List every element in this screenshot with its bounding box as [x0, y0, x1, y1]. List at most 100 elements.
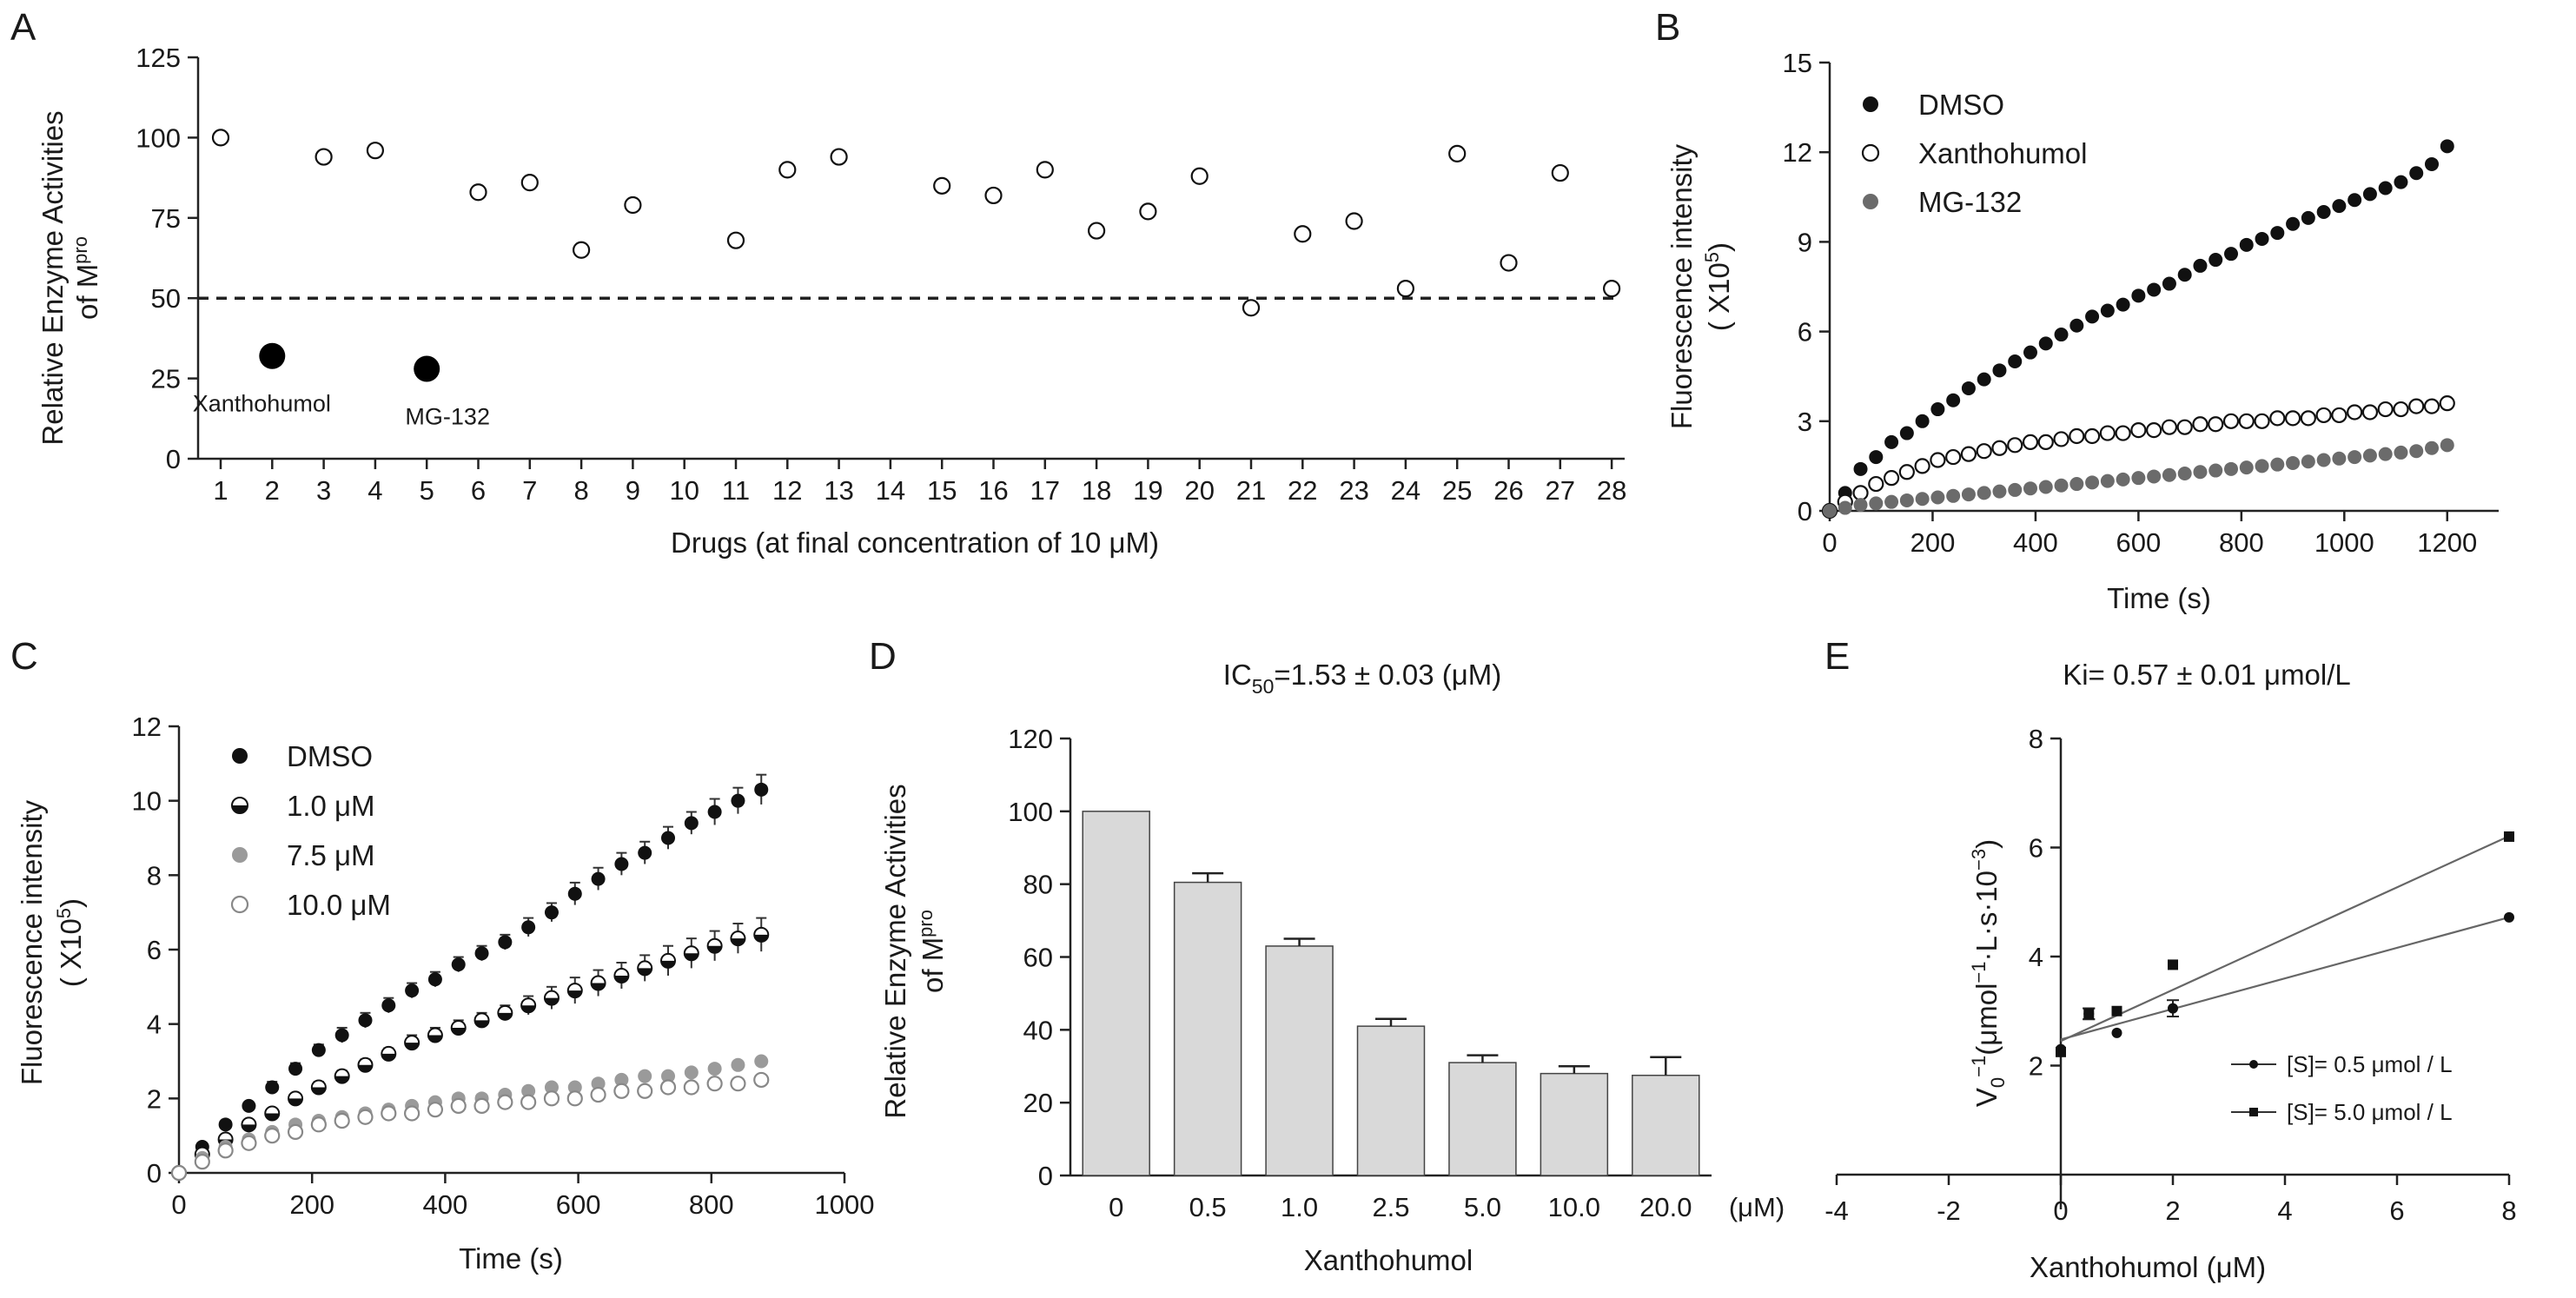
panel-e-ylabel-text: V0−1(μmol−1·L·s·10−3): [1968, 839, 2009, 1107]
panel-b-point: [2162, 467, 2176, 482]
panel-b-point: [2238, 413, 2255, 429]
panel-b-point: [1914, 458, 1930, 474]
panel-c-point: [287, 1123, 304, 1140]
panel-b-point: [1977, 372, 1991, 387]
panel-b-point: [2331, 407, 2348, 424]
panel-c-point-fill: [567, 990, 582, 998]
panel-e-point: [2504, 831, 2514, 842]
panel-c-point: [334, 1112, 350, 1129]
panel-b-point: [2224, 461, 2238, 476]
panel-letter-e: E: [1824, 635, 1850, 678]
panel-b-point: [2007, 437, 2023, 454]
panel-e-fit-line: [2060, 835, 2510, 1043]
panel-c-point: [731, 1057, 745, 1072]
panel-b-xtick-label: 400: [2013, 527, 2058, 558]
panel-d-xunit: (μM): [1729, 1192, 1785, 1222]
panel-d-xtick-label: 1.0: [1281, 1192, 1318, 1222]
panel-b-point: [2177, 467, 2192, 480]
panel-a-ylabel: Relative Enzyme Activities: [36, 110, 69, 445]
panel-d-bar: [1356, 1025, 1426, 1176]
panel-b-ylabel-pre: ( X10: [1703, 262, 1735, 331]
panel-a-ylabel-2: of Mpro: [70, 236, 103, 320]
panel-a-ytick-label: 25: [151, 364, 181, 394]
panel-c-point: [614, 857, 629, 871]
panel-d-ytick-label: 60: [1023, 943, 1053, 973]
panel-c-axes: 0 2 4 6 8 10 12 0 200 400 600 800 1000: [132, 712, 875, 1220]
panel-b-point: [2301, 454, 2315, 469]
panel-c-point: [730, 1076, 746, 1092]
panel-e-xtick-label: -2: [1937, 1195, 1961, 1226]
panel-a-xtick-label: 5: [420, 475, 434, 506]
panel-d-xlabel: Xanthohumol: [1304, 1244, 1473, 1276]
panel-b-point: [2347, 404, 2363, 421]
panel-e-ylabel-v: V: [1970, 1088, 2003, 1107]
panel-e: E Ki= 0.57 ± 0.01 μmol/L 2 4 6 8 -4 -2 0 2 4 6 8 […: [1824, 635, 2517, 1283]
panel-b: B 0 3 6 9 12 15 0 200 400 600 800 1000 1200 DMSO Xant…: [1655, 6, 2499, 614]
panel-b-ytick-label: 9: [1798, 227, 1812, 257]
panel-d-title-sub: 50: [1252, 675, 1275, 698]
panel-c-point: [544, 1080, 559, 1095]
panel-b-point: [2099, 425, 2116, 441]
panel-c-ylabel-pre: ( X10: [55, 918, 87, 987]
panel-b-point: [1930, 452, 1946, 468]
panel-c-point: [543, 1090, 560, 1107]
panel-e-ylabel-mid2: ·L·s·10: [1970, 871, 2003, 962]
panel-b-point: [2176, 419, 2193, 435]
panel-c-point-fill: [288, 1098, 303, 1106]
panel-d-xtick-label: 10.0: [1548, 1192, 1600, 1222]
panel-e-ytick-label: 8: [2029, 724, 2043, 754]
panel-c-point: [474, 946, 489, 961]
panel-c-point: [614, 1072, 629, 1087]
panel-c-point: [684, 1065, 699, 1080]
panel-c-point: [591, 1076, 606, 1091]
panel-c-point: [661, 831, 676, 845]
panel-a-xtick-label: 11: [722, 475, 750, 506]
panel-b-ytick-label: 6: [1798, 317, 1812, 348]
panel-d-bar: [1448, 1062, 1517, 1176]
panel-b-point: [1852, 485, 1869, 501]
panel-b-point: [1899, 493, 1914, 507]
panel-c-legend-label: 7.5 μM: [287, 839, 375, 871]
panel-b-point: [2069, 427, 2085, 445]
panel-b-point: [2286, 455, 2301, 470]
panel-c-point: [754, 782, 769, 797]
panel-a-point: [1036, 161, 1054, 179]
panel-c-point: [218, 1117, 233, 1132]
panel-c-legend-label: 10.0 μM: [287, 889, 391, 921]
panel-b-point: [2224, 247, 2238, 262]
panel-d-ylabel-line1: Relative Enzyme Activities: [879, 784, 911, 1118]
panel-c-point-fill: [474, 1020, 489, 1028]
panel-b-point: [1898, 464, 1915, 480]
panel-e-legend-marker: [2249, 1108, 2258, 1116]
panel-b-point: [1961, 487, 1976, 502]
panel-d-xtick-label: 20.0: [1639, 1192, 1692, 1222]
panel-d-title: IC50=1.53 ± 0.03 (μM): [1223, 659, 1501, 698]
panel-b-legend-label: Xanthohumol: [1918, 137, 2087, 169]
panel-a-xtick-label: 13: [824, 475, 853, 506]
panel-b-ytick-label: 3: [1798, 407, 1812, 437]
panel-b-point: [2131, 288, 2146, 303]
panel-c-point: [661, 1069, 676, 1083]
panel-a-ylabel-m: of M: [71, 264, 103, 320]
panel-c-marks: [170, 773, 770, 1182]
panel-b-point: [2192, 416, 2208, 433]
panel-d-bar: [1265, 945, 1334, 1176]
panel-b-ylabel: Fluorescence intensity: [1665, 143, 1698, 429]
panel-c-point-fill: [661, 960, 676, 968]
panel-b-point: [2284, 410, 2301, 427]
panel-c-point-fill: [451, 1027, 466, 1035]
panel-b-legend-marker: [1863, 194, 1878, 209]
panel-c-point-fill: [521, 1005, 536, 1013]
panel-e-point: [2083, 1008, 2095, 1019]
panel-c-point-fill: [311, 1087, 326, 1095]
panel-a-xtick-label: 15: [927, 475, 957, 506]
panel-b-point: [2239, 460, 2254, 475]
panel-d-ylabel-m: of M: [917, 937, 949, 993]
panel-b-point: [2083, 427, 2101, 445]
panel-d-xtick-label: 5.0: [1464, 1192, 1501, 1222]
panel-c: C 0 2 4 6 8 10 12 0 200 400 600 800 1000 DMSO 1.0 μM 7…: [10, 635, 874, 1275]
panel-c-point: [731, 793, 745, 808]
panel-b-point: [2425, 156, 2439, 171]
panel-e-ytick-label: 4: [2029, 942, 2043, 972]
